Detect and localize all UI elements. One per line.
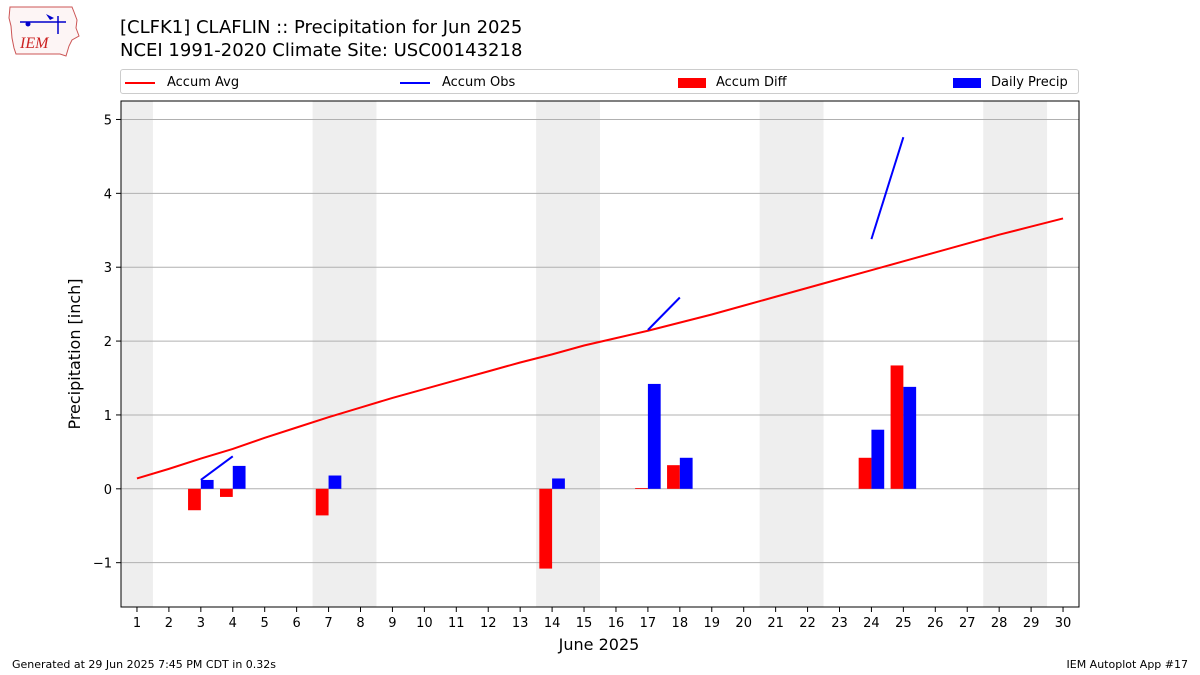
- legend-swatch-daily-precip: [953, 77, 981, 88]
- accum-diff-bar-7: [315, 488, 329, 516]
- x-tick-label-13: 13: [512, 616, 529, 631]
- daily-precip-bar-3: [200, 479, 214, 489]
- plot-frame: [120, 100, 1080, 608]
- y-tick-label-5: 5: [104, 113, 112, 128]
- legend-swatch-accum-diff: [678, 77, 706, 88]
- x-tick-label-10: 10: [416, 616, 433, 631]
- y-tick-label--1: −1: [93, 557, 112, 572]
- legend-item-accum-avg: Accum Avg: [125, 70, 239, 95]
- accum-avg-line: [136, 217, 1064, 480]
- x-tick-label-19: 19: [703, 616, 720, 631]
- x-tick-label-11: 11: [448, 616, 465, 631]
- accum-obs-line-2: [647, 296, 681, 331]
- daily-precip-bar-18: [679, 457, 693, 489]
- x-tick-label-4: 4: [229, 616, 237, 631]
- x-tick-label-5: 5: [261, 616, 269, 631]
- weekend-shade-7: [312, 101, 377, 607]
- x-tick-label-22: 22: [799, 616, 816, 631]
- y-tick-label-0: 0: [104, 483, 112, 498]
- daily-precip-bar-7: [328, 475, 342, 489]
- legend-label-daily-precip: Daily Precip: [991, 75, 1068, 90]
- x-tick-label-20: 20: [735, 616, 752, 631]
- accum-diff-bar-14: [539, 488, 553, 569]
- x-tick-label-25: 25: [895, 616, 912, 631]
- daily-precip-bar-4: [232, 465, 246, 489]
- legend-label-accum-diff: Accum Diff: [716, 75, 787, 90]
- x-tick-label-2: 2: [165, 616, 173, 631]
- weekend-shade-21: [759, 101, 824, 607]
- legend-swatch-accum-obs: [400, 81, 430, 84]
- x-tick-label-21: 21: [767, 616, 784, 631]
- generated-timestamp: Generated at 29 Jun 2025 7:45 PM CDT in …: [12, 658, 277, 671]
- iowa-outline-icon: [8, 6, 80, 57]
- x-tick-label-9: 9: [388, 616, 396, 631]
- accum-diff-bar-18: [667, 465, 680, 489]
- legend-label-accum-avg: Accum Avg: [167, 75, 240, 90]
- x-tick-label-1: 1: [133, 616, 141, 631]
- accum-diff-bar-3: [188, 488, 201, 511]
- weekend-shade-1: [121, 101, 153, 607]
- daily-precip-bar-17: [647, 383, 661, 489]
- y-tick-label-4: 4: [104, 187, 112, 202]
- accum-diff-bar-24: [858, 457, 872, 489]
- x-tick-label-28: 28: [991, 616, 1008, 631]
- x-tick-label-23: 23: [831, 616, 848, 631]
- x-tick-label-12: 12: [480, 616, 497, 631]
- x-tick-label-29: 29: [1023, 616, 1040, 631]
- accum-diff-bar-4: [219, 488, 233, 497]
- x-tick-label-16: 16: [608, 616, 625, 631]
- chart-subtitle: NCEI 1991-2020 Climate Site: USC00143218: [120, 40, 523, 61]
- accum-obs-line-1: [200, 455, 234, 481]
- daily-precip-bar-25: [903, 386, 917, 489]
- legend-item-accum-diff: Accum Diff: [678, 70, 787, 95]
- legend-swatch-accum-avg: [125, 81, 155, 84]
- legend-item-accum-obs: Accum Obs: [400, 70, 515, 95]
- x-tick-label-3: 3: [197, 616, 205, 631]
- chart-legend: Accum Avg Accum Obs Accum Diff Daily Pre…: [120, 69, 1079, 94]
- y-axis-label: Precipitation [inch]: [65, 278, 84, 429]
- x-tick-label-18: 18: [672, 616, 689, 631]
- x-tick-label-24: 24: [863, 616, 880, 631]
- x-tick-label-14: 14: [544, 616, 561, 631]
- weekend-shade-14: [536, 101, 600, 607]
- iem-logo: IEM: [8, 6, 80, 57]
- x-tick-label-8: 8: [356, 616, 364, 631]
- y-tick-label-1: 1: [104, 409, 112, 424]
- x-tick-label-30: 30: [1055, 616, 1072, 631]
- logo-text: IEM: [19, 35, 50, 52]
- x-tick-label-17: 17: [640, 616, 657, 631]
- y-tick-label-2: 2: [104, 335, 112, 350]
- app-credit: IEM Autoplot App #17: [1066, 658, 1189, 671]
- daily-precip-bar-24: [871, 429, 885, 489]
- legend-label-accum-obs: Accum Obs: [442, 75, 516, 90]
- x-tick-label-7: 7: [324, 616, 332, 631]
- accum-diff-bar-17: [635, 488, 648, 489]
- y-tick-label-3: 3: [104, 261, 112, 276]
- daily-precip-bar-14: [552, 478, 565, 489]
- x-tick-label-6: 6: [292, 616, 300, 631]
- x-tick-label-15: 15: [576, 616, 593, 631]
- chart-title: [CLFK1] CLAFLIN :: Precipitation for Jun…: [120, 17, 523, 38]
- x-tick-label-27: 27: [959, 616, 976, 631]
- x-tick-label-26: 26: [927, 616, 944, 631]
- weekend-shade-28: [983, 101, 1048, 607]
- legend-item-daily-precip: Daily Precip: [953, 70, 1068, 95]
- accum-diff-bar-25: [890, 365, 904, 489]
- x-axis-label: June 2025: [558, 635, 640, 654]
- accum-obs-line-3: [870, 136, 905, 240]
